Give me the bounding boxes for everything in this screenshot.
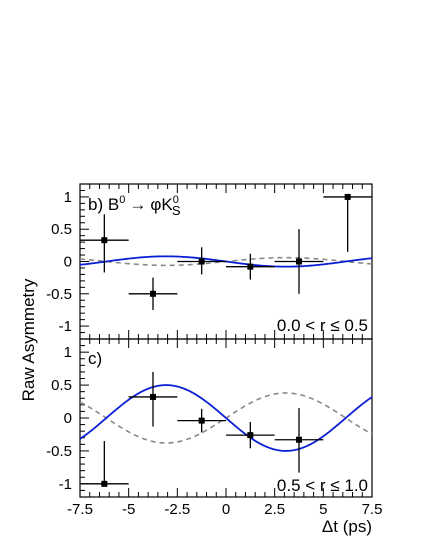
data-marker — [150, 290, 156, 297]
panel-b-y-tick-label: 0 — [64, 254, 72, 271]
x-tick-label: 7.5 — [362, 501, 383, 518]
data-marker — [344, 193, 351, 200]
panel-c-y-ticks: 1 0.5 0 -0.5 -1 — [46, 344, 89, 493]
panel-b-y-ticks: 1 0.5 0 -0.5 -1 — [46, 189, 89, 335]
panel-b-y-tick-label: -0.5 — [46, 286, 72, 303]
x-tick-label: -2.5 — [164, 501, 190, 518]
panel-c-data-point — [128, 371, 178, 427]
panel-b-data-point — [323, 193, 372, 252]
data-marker — [150, 393, 156, 400]
data-marker — [247, 263, 254, 270]
data-marker — [247, 432, 254, 439]
panel-c-data-point — [274, 408, 324, 473]
panel-b-range-text: 0.0 < r ≤ 0.5 — [277, 316, 368, 335]
panel-c-fit-curve — [79, 384, 373, 452]
y-axis-label: Raw Asymmetry — [19, 278, 38, 401]
panel-c-data-points — [80, 371, 324, 487]
panel-b-data-points — [80, 193, 372, 310]
data-marker — [198, 258, 205, 265]
data-marker — [101, 480, 108, 487]
panel-b-y-tick-label: -1 — [59, 318, 72, 335]
panel-b-data-point — [128, 277, 178, 310]
panel-b-data-point — [80, 214, 129, 273]
panel-c-y-tick-label: -1 — [59, 476, 72, 493]
data-marker — [198, 417, 205, 424]
x-tick-label: 5 — [319, 501, 327, 518]
panel-c: 1 0.5 0 -0.5 -1 c) 0.5 < r ≤ 1.0 — [46, 338, 373, 498]
panel-b-data-point — [226, 253, 275, 280]
panel-b-x-ticks — [79, 184, 373, 339]
panel-c-label: c) — [88, 349, 102, 368]
panel-c-range-text: 0.5 < r ≤ 1.0 — [277, 476, 368, 495]
x-tick-labels: -7.5 -5 -2.5 0 2.5 5 7.5 — [67, 501, 382, 518]
panel-c-data-point — [177, 408, 226, 433]
data-marker — [101, 237, 108, 244]
panel-b-label: b) B0 → φK0 S — [88, 194, 181, 218]
panel-c-y-tick-label: -0.5 — [46, 443, 72, 460]
panel-b: 1 0.5 0 -0.5 -1 b) B0 → φK0 S 0.0 < r ≤ 0.5 — [46, 183, 373, 340]
panel-c-y-tick-label: 0.5 — [51, 377, 72, 394]
panel-c-y-tick-label: 1 — [64, 344, 72, 361]
panel-c-data-point — [80, 441, 129, 487]
panel-c-data-point — [226, 421, 275, 449]
x-tick-label: -5 — [122, 501, 135, 518]
data-marker — [296, 258, 302, 265]
data-marker — [296, 436, 302, 443]
x-tick-label: -7.5 — [67, 501, 93, 518]
panel-b-y-tick-label: 1 — [64, 189, 72, 206]
panel-c-y-tick-label: 0 — [64, 410, 72, 427]
x-tick-label: 2.5 — [264, 501, 285, 518]
x-axis-label: Δt (ps) — [322, 517, 372, 536]
panel-b-data-point — [274, 229, 324, 294]
x-tick-label: 0 — [222, 501, 230, 518]
panel-c-x-ticks — [79, 339, 373, 497]
panel-b-data-point — [177, 247, 226, 275]
panel-b-y-tick-label: 0.5 — [51, 221, 72, 238]
